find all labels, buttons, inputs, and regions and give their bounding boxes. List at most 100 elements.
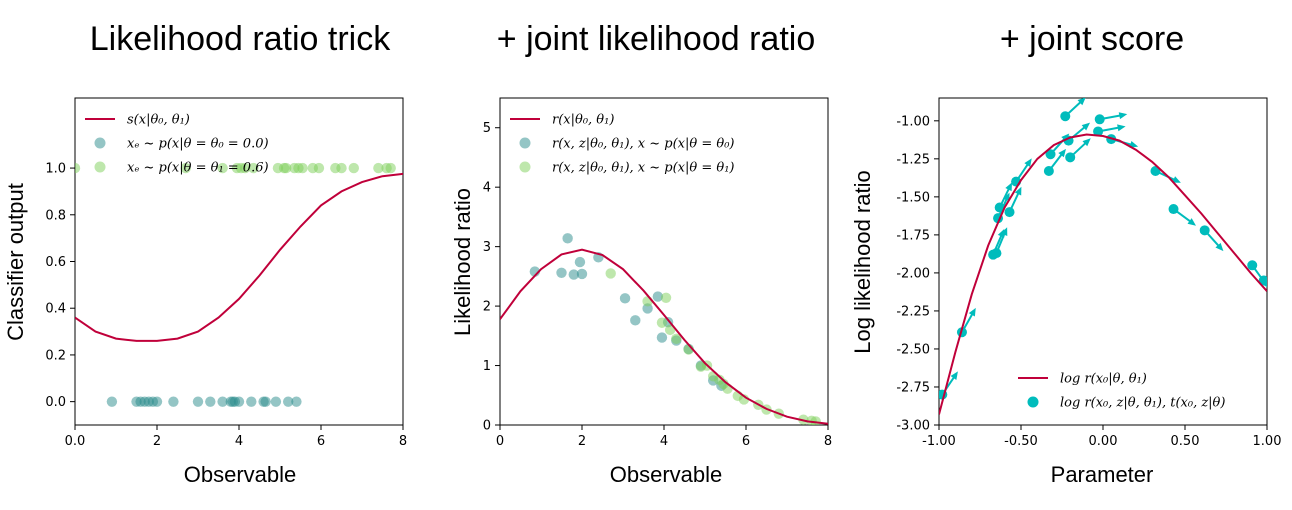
y-axis-label: Classifier output — [3, 183, 28, 341]
score-arrowhead — [1000, 227, 1008, 237]
x-tick-label: 0 — [496, 434, 504, 449]
legend-entry: r(x|θ₀, θ₁) — [552, 113, 614, 128]
legend-marker-swatch — [1027, 396, 1039, 408]
y-tick-label: 3 — [483, 240, 491, 255]
x-tick-label: 4 — [660, 434, 668, 449]
y-tick-label: -1.50 — [896, 190, 930, 205]
y-tick-label: -2.75 — [896, 380, 930, 395]
model-curve — [939, 133, 1267, 415]
y-tick-label: 0.0 — [45, 395, 66, 410]
y-tick-label: 2 — [483, 300, 491, 315]
y-tick-label: -3.00 — [896, 419, 930, 434]
data-point — [280, 162, 292, 174]
data-point — [994, 202, 1005, 213]
panel-title: Likelihood ratio trick — [90, 20, 391, 58]
data-point — [656, 317, 668, 328]
data-point — [1060, 111, 1071, 122]
data-point — [656, 332, 668, 343]
legend-entry: r(x, z|θ₀, θ₁), x ~ p(x|θ = θ₁) — [552, 161, 734, 176]
data-point — [151, 396, 163, 407]
data-point — [313, 162, 325, 174]
y-tick-label: -2.25 — [896, 304, 930, 319]
x-tick-label: 0.00 — [1089, 434, 1118, 449]
data-point — [562, 233, 573, 244]
data-point — [283, 396, 294, 407]
data-point — [576, 268, 588, 280]
data-point — [205, 396, 216, 407]
y-tick-label: 1 — [483, 359, 491, 374]
data-point — [1094, 114, 1105, 125]
data-point — [1065, 152, 1076, 163]
score-arrowhead — [1129, 141, 1139, 148]
data-point — [297, 162, 308, 174]
x-axis-label: Observable — [610, 462, 723, 487]
data-point — [605, 268, 616, 279]
data-point — [233, 396, 245, 407]
legend-entry: xₑ ~ p(x|θ = θ₀ = 0.0) — [127, 137, 269, 152]
data-point — [738, 394, 750, 405]
legend-marker-swatch — [519, 161, 531, 173]
y-axis-label: Likelihood ratio — [450, 188, 475, 336]
model-curve — [75, 172, 403, 342]
x-tick-label: -0.50 — [1004, 434, 1038, 449]
score-arrowhead — [968, 307, 976, 317]
legend-entry: log r(x₀|θ, θ₁) — [1060, 372, 1147, 387]
data-point — [556, 267, 567, 278]
data-point — [1093, 126, 1104, 137]
legend-marker-swatch — [519, 137, 531, 149]
y-tick-label: 0.8 — [45, 208, 66, 223]
x-axis-label: Parameter — [1051, 462, 1154, 487]
y-tick-label: -2.50 — [896, 342, 930, 357]
data-point — [217, 162, 228, 174]
data-point — [336, 162, 347, 174]
legend: r(x|θ₀, θ₁) r(x, z|θ₀, θ₁), x ~ p(x|θ = θ… — [510, 113, 734, 176]
score-arrowhead — [1082, 138, 1091, 147]
x-tick-label: 2 — [578, 434, 586, 449]
data-point — [246, 396, 257, 407]
y-tick-label: 0.2 — [45, 348, 66, 363]
legend-entry: xₑ ~ p(x|θ = θ₁ = 0.6) — [127, 161, 269, 176]
panel-joint-score: + joint score Parameter Log likelihood r… — [850, 20, 1281, 487]
score-arrowhead — [1077, 98, 1086, 106]
score-arrowhead — [1271, 296, 1278, 305]
data-point — [1045, 149, 1056, 160]
x-tick-label: 6 — [742, 434, 750, 449]
legend-entry: r(x, z|θ₀, θ₁), x ~ p(x|θ = θ₀) — [552, 137, 734, 152]
model-curve — [500, 248, 828, 425]
legend-marker-swatch — [94, 161, 106, 173]
data-point — [348, 162, 359, 174]
x-tick-label: 1.00 — [1253, 434, 1282, 449]
data-point — [722, 383, 733, 394]
panel-joint-likelihood-ratio: + joint likelihood ratio Observable Like… — [450, 20, 832, 487]
score-arrowhead — [1024, 158, 1032, 168]
score-arrowhead — [1172, 176, 1181, 183]
plot-area — [75, 162, 403, 407]
score-arrowhead — [1215, 242, 1224, 252]
data-point — [630, 315, 641, 326]
y-tick-label: -1.75 — [896, 228, 930, 243]
data-point — [1043, 166, 1054, 177]
score-arrowhead — [1058, 148, 1066, 158]
data-point — [239, 162, 251, 174]
data-point — [664, 324, 676, 336]
x-tick-label: 0.50 — [1171, 434, 1200, 449]
data-point — [291, 396, 302, 407]
legend: s(x|θ₀, θ₁) xₑ ~ p(x|θ = θ₀ = 0.0) xₑ ~ p(… — [85, 113, 269, 176]
score-arrowhead — [1005, 182, 1013, 192]
data-point — [574, 256, 586, 268]
plot-area — [939, 98, 1278, 415]
data-point — [192, 396, 204, 407]
x-axis-label: Observable — [184, 462, 297, 487]
data-point — [652, 291, 664, 302]
y-tick-label: 0.4 — [45, 302, 66, 317]
y-tick-label: -1.25 — [896, 152, 930, 167]
data-point — [991, 248, 1002, 259]
plot-area — [500, 233, 828, 425]
data-point — [260, 396, 271, 407]
x-tick-label: 6 — [317, 434, 325, 449]
panel-likelihood-ratio-trick: Likelihood ratio trick Observable Classi… — [3, 20, 407, 487]
data-point — [385, 162, 396, 174]
score-arrowhead — [1081, 122, 1091, 131]
panel-title: + joint score — [1000, 20, 1184, 58]
x-tick-label: 0.0 — [65, 434, 86, 449]
